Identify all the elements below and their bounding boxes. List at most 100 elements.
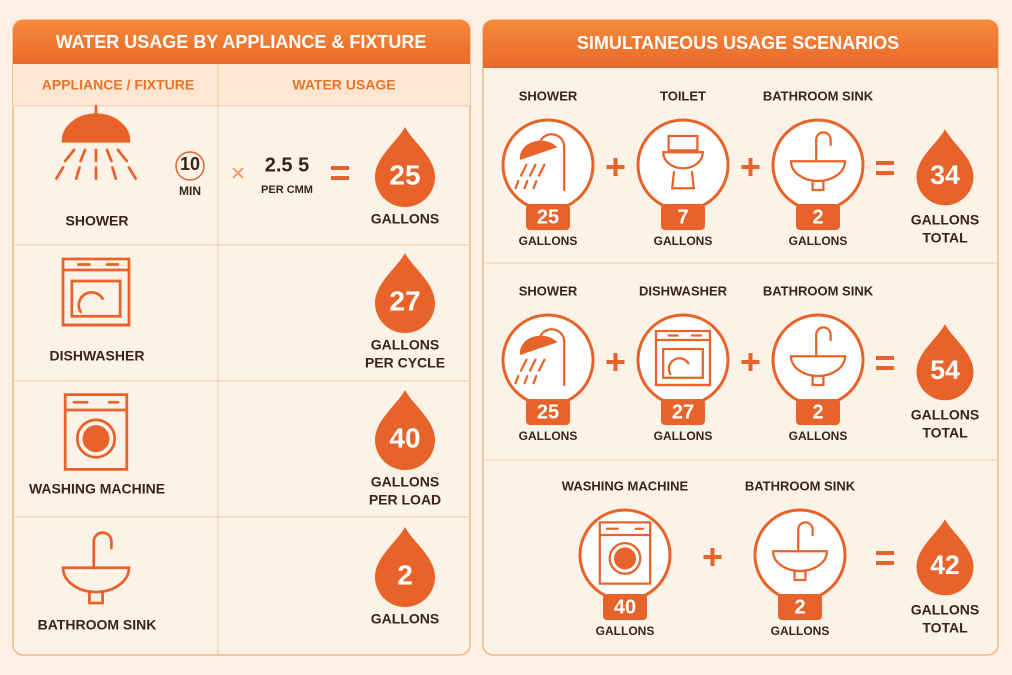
icon-part [514, 163, 528, 190]
icon-part [793, 569, 807, 582]
water-drop [375, 253, 435, 333]
item-unit: GALLONS [519, 429, 578, 443]
icon-part [55, 148, 76, 180]
flow-rate: 2.5 5 [265, 154, 309, 176]
item-unit: GALLONS [654, 234, 713, 248]
scenario-item-name: SHOWER [519, 283, 578, 298]
icon-part [82, 425, 110, 453]
water-drop [375, 127, 435, 207]
item-amount: 40 [614, 596, 636, 618]
sink-icon [61, 531, 131, 605]
scenario-item-name: DISHWASHER [639, 283, 728, 298]
total-unit: GALLONS [911, 602, 979, 618]
icon-part [667, 357, 690, 376]
washer-icon [63, 393, 129, 471]
shower2-icon [514, 133, 566, 192]
usage-unit: PER CYCLE [365, 355, 445, 371]
appliance-name: WASHING MACHINE [29, 481, 165, 497]
sink-icon [789, 131, 847, 192]
icon-part [789, 160, 847, 183]
equals-sign [876, 356, 894, 370]
column-header: APPLIANCE / FIXTURE [42, 77, 194, 93]
icon-part [77, 291, 104, 314]
icon-part [811, 374, 825, 387]
plus-sign [606, 158, 625, 176]
icon-part [667, 134, 699, 152]
item-unit: GALLONS [654, 429, 713, 443]
amount-badge [526, 399, 570, 425]
icon-part [92, 531, 113, 570]
icon-part [63, 393, 129, 471]
sink-icon [789, 326, 847, 387]
icon-part [519, 335, 558, 356]
water-drop [916, 129, 974, 206]
drop-value: 54 [930, 355, 960, 385]
amount-badge [661, 399, 705, 425]
drop-value: 27 [389, 285, 420, 316]
scenario-item-name: WASHING MACHINE [562, 478, 689, 493]
icon-part [75, 418, 117, 459]
item-amount: 27 [672, 401, 694, 423]
total-unit: GALLONS [911, 212, 979, 228]
icon-part [613, 547, 637, 570]
item-amount: 25 [537, 206, 559, 228]
icon-part [532, 163, 546, 190]
icon-part [815, 326, 832, 358]
total-unit: TOTAL [922, 230, 968, 246]
scenario-item-name: SHOWER [519, 88, 578, 103]
scenario-item-name: BATHROOM SINK [745, 478, 856, 493]
usage-unit: PER LOAD [369, 492, 441, 508]
scenario-item-name: BATHROOM SINK [763, 88, 874, 103]
amount-badge [778, 594, 822, 620]
dish-icon [61, 257, 131, 327]
equals-sign [876, 551, 894, 565]
duration-ring [175, 151, 205, 181]
item-unit: GALLONS [789, 234, 848, 248]
item-amount: 7 [677, 206, 688, 228]
scenario-item-name: BATHROOM SINK [763, 283, 874, 298]
icon-part [523, 163, 537, 190]
flow-rate-unit: PER CMM [261, 184, 313, 196]
icon-part [70, 279, 122, 318]
toilet-icon [662, 134, 704, 190]
item-unit: GALLONS [771, 624, 830, 638]
icon-part [532, 358, 546, 385]
usage-unit: GALLONS [371, 474, 439, 490]
item-circle [501, 313, 595, 407]
icon-part [116, 148, 137, 180]
icon-part [811, 179, 825, 192]
item-amount: 2 [794, 596, 805, 618]
total-unit: TOTAL [922, 620, 968, 636]
icon-part [797, 521, 814, 553]
times-sign [232, 167, 244, 179]
sink-icon [771, 521, 829, 582]
drop-value: 34 [930, 160, 960, 190]
amount-badge [603, 594, 647, 620]
amount-badge [661, 204, 705, 230]
icon-part [662, 347, 704, 379]
icon-part [74, 148, 87, 180]
right-title: SIMULTANEOUS USAGE SCENARIOS [577, 33, 899, 53]
icon-part [815, 131, 832, 163]
left-title-bar [13, 20, 470, 64]
item-unit: GALLONS [596, 624, 655, 638]
plus-sign [741, 158, 760, 176]
amount-badge [796, 204, 840, 230]
item-unit: GALLONS [519, 234, 578, 248]
icon-part [61, 566, 131, 594]
shower-icon [55, 104, 137, 180]
icon-part [88, 590, 104, 605]
item-unit: GALLONS [789, 429, 848, 443]
total-unit: TOTAL [922, 425, 968, 441]
icon-part [670, 170, 696, 190]
amount-badge [796, 399, 840, 425]
equals-sign [331, 166, 349, 180]
item-amount: 2 [812, 401, 823, 423]
item-amount: 2 [812, 206, 823, 228]
drop-value: 25 [389, 159, 420, 190]
icon-part [105, 148, 118, 180]
icon-part [789, 355, 847, 378]
plus-sign [606, 353, 625, 371]
drop-value: 40 [389, 422, 420, 453]
